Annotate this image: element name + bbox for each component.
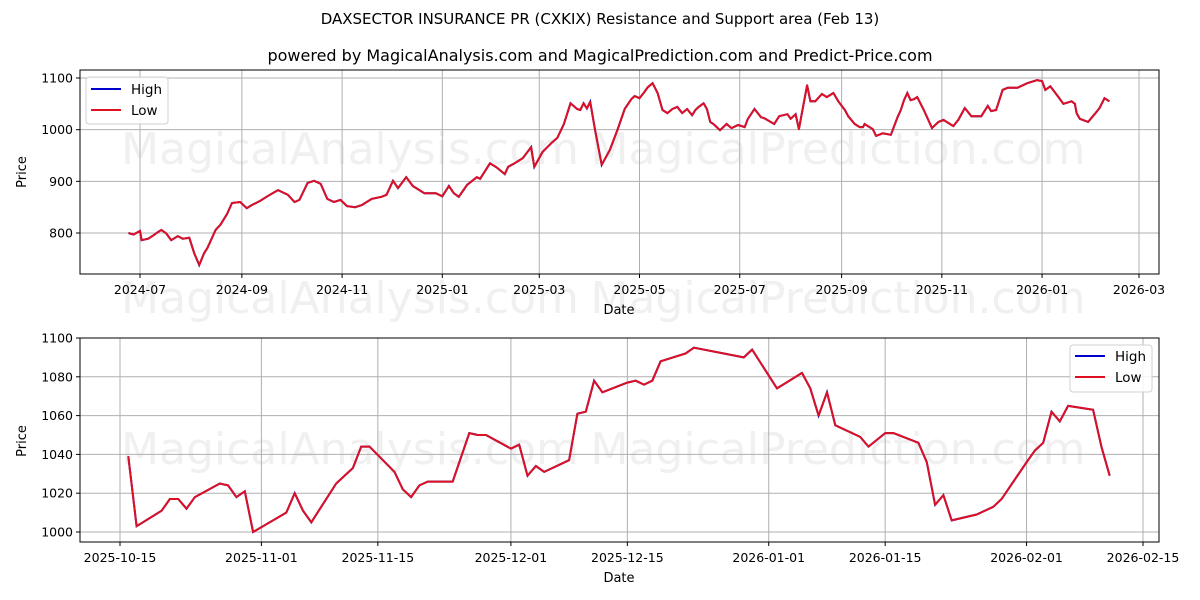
legend-low-label: Low: [131, 103, 158, 119]
watermark-analysis: MagicalAnalysis.com: [121, 124, 579, 175]
ytick-label: 1000: [41, 525, 73, 540]
xtick-label: 2024-09: [216, 282, 268, 297]
ytick-label: 1060: [41, 408, 73, 423]
legend-high-label: High: [131, 82, 162, 98]
top-chart: MagicalAnalysis.com MagicalPrediction.co…: [15, 69, 1165, 324]
ytick-label: 800: [49, 226, 73, 241]
series-low-line: [128, 79, 1110, 266]
bottom-legend: High Low: [1069, 344, 1153, 393]
xtick-label: 2026-03: [1113, 282, 1165, 297]
ytick-label: 1020: [41, 486, 73, 501]
top-grid: [80, 70, 1159, 274]
xtick-label: 2025-01: [416, 282, 468, 297]
watermark-prediction: MagicalPrediction.com: [591, 124, 1086, 175]
bottom-ylabel: Price: [15, 425, 30, 457]
watermark-analysis-2: MagicalAnalysis.com: [121, 273, 579, 324]
xtick-label: 2025-12-15: [591, 550, 664, 565]
xtick-label: 2024-11: [316, 282, 368, 297]
xtick-label: 2025-11-15: [342, 550, 415, 565]
bottom-chart: MagicalAnalysis.com MagicalPrediction.co…: [15, 331, 1179, 587]
chart-title: DAXSECTOR INSURANCE PR (CXKIX) Resistanc…: [320, 10, 880, 28]
series-low-line: [127, 346, 1111, 533]
legend-high-label-2: High: [1115, 349, 1146, 365]
xtick-label: 2024-07: [114, 282, 166, 297]
bottom-ticks: 1000 1020 1040 1060 1080 1100 2025-10-15 2025-1…: [41, 331, 1179, 566]
ytick-label: 900: [49, 174, 73, 189]
top-ylabel: Price: [15, 156, 30, 188]
xtick-label: 2026-01: [1016, 282, 1068, 297]
top-ticks: 800 900 1000 1100 2024-07 2024-09 2024-11 2025-…: [41, 71, 1165, 298]
xtick-label: 2025-07: [714, 282, 766, 297]
xtick-label: 2025-03: [513, 282, 565, 297]
xtick-label: 2025-05: [613, 282, 665, 297]
watermark-analysis-3: MagicalAnalysis.com: [121, 424, 579, 475]
bottom-xlabel: Date: [603, 571, 634, 586]
top-xlabel: Date: [603, 303, 634, 318]
ytick-label: 1040: [41, 447, 73, 462]
xtick-label: 2026-02-15: [1107, 550, 1180, 565]
top-series: [128, 79, 1110, 268]
xtick-label: 2025-10-15: [84, 550, 157, 565]
ytick-label: 1100: [41, 331, 73, 346]
watermark-prediction-3: MagicalPrediction.com: [591, 424, 1086, 475]
xtick-label: 2025-11-01: [225, 550, 298, 565]
chart-subtitle: powered by MagicalAnalysis.com and Magic…: [267, 46, 933, 65]
xtick-label: 2025-12-01: [475, 550, 548, 565]
xtick-label: 2026-01-01: [732, 550, 805, 565]
top-legend: High Low: [85, 76, 169, 125]
xtick-label: 2025-11: [916, 282, 968, 297]
legend-low-label-2: Low: [1115, 370, 1142, 386]
xtick-label: 2026-02-01: [990, 550, 1063, 565]
bottom-axes-frame: [79, 337, 1160, 543]
ytick-label: 1100: [41, 71, 73, 86]
ytick-label: 1080: [41, 369, 73, 384]
xtick-label: 2026-01-15: [849, 550, 922, 565]
bottom-series: [127, 346, 1111, 534]
watermark-prediction-2: MagicalPrediction.com: [591, 273, 1086, 324]
top-axes-frame: [79, 69, 1160, 275]
xtick-label: 2025-09: [815, 282, 867, 297]
ytick-label: 1000: [41, 122, 73, 137]
